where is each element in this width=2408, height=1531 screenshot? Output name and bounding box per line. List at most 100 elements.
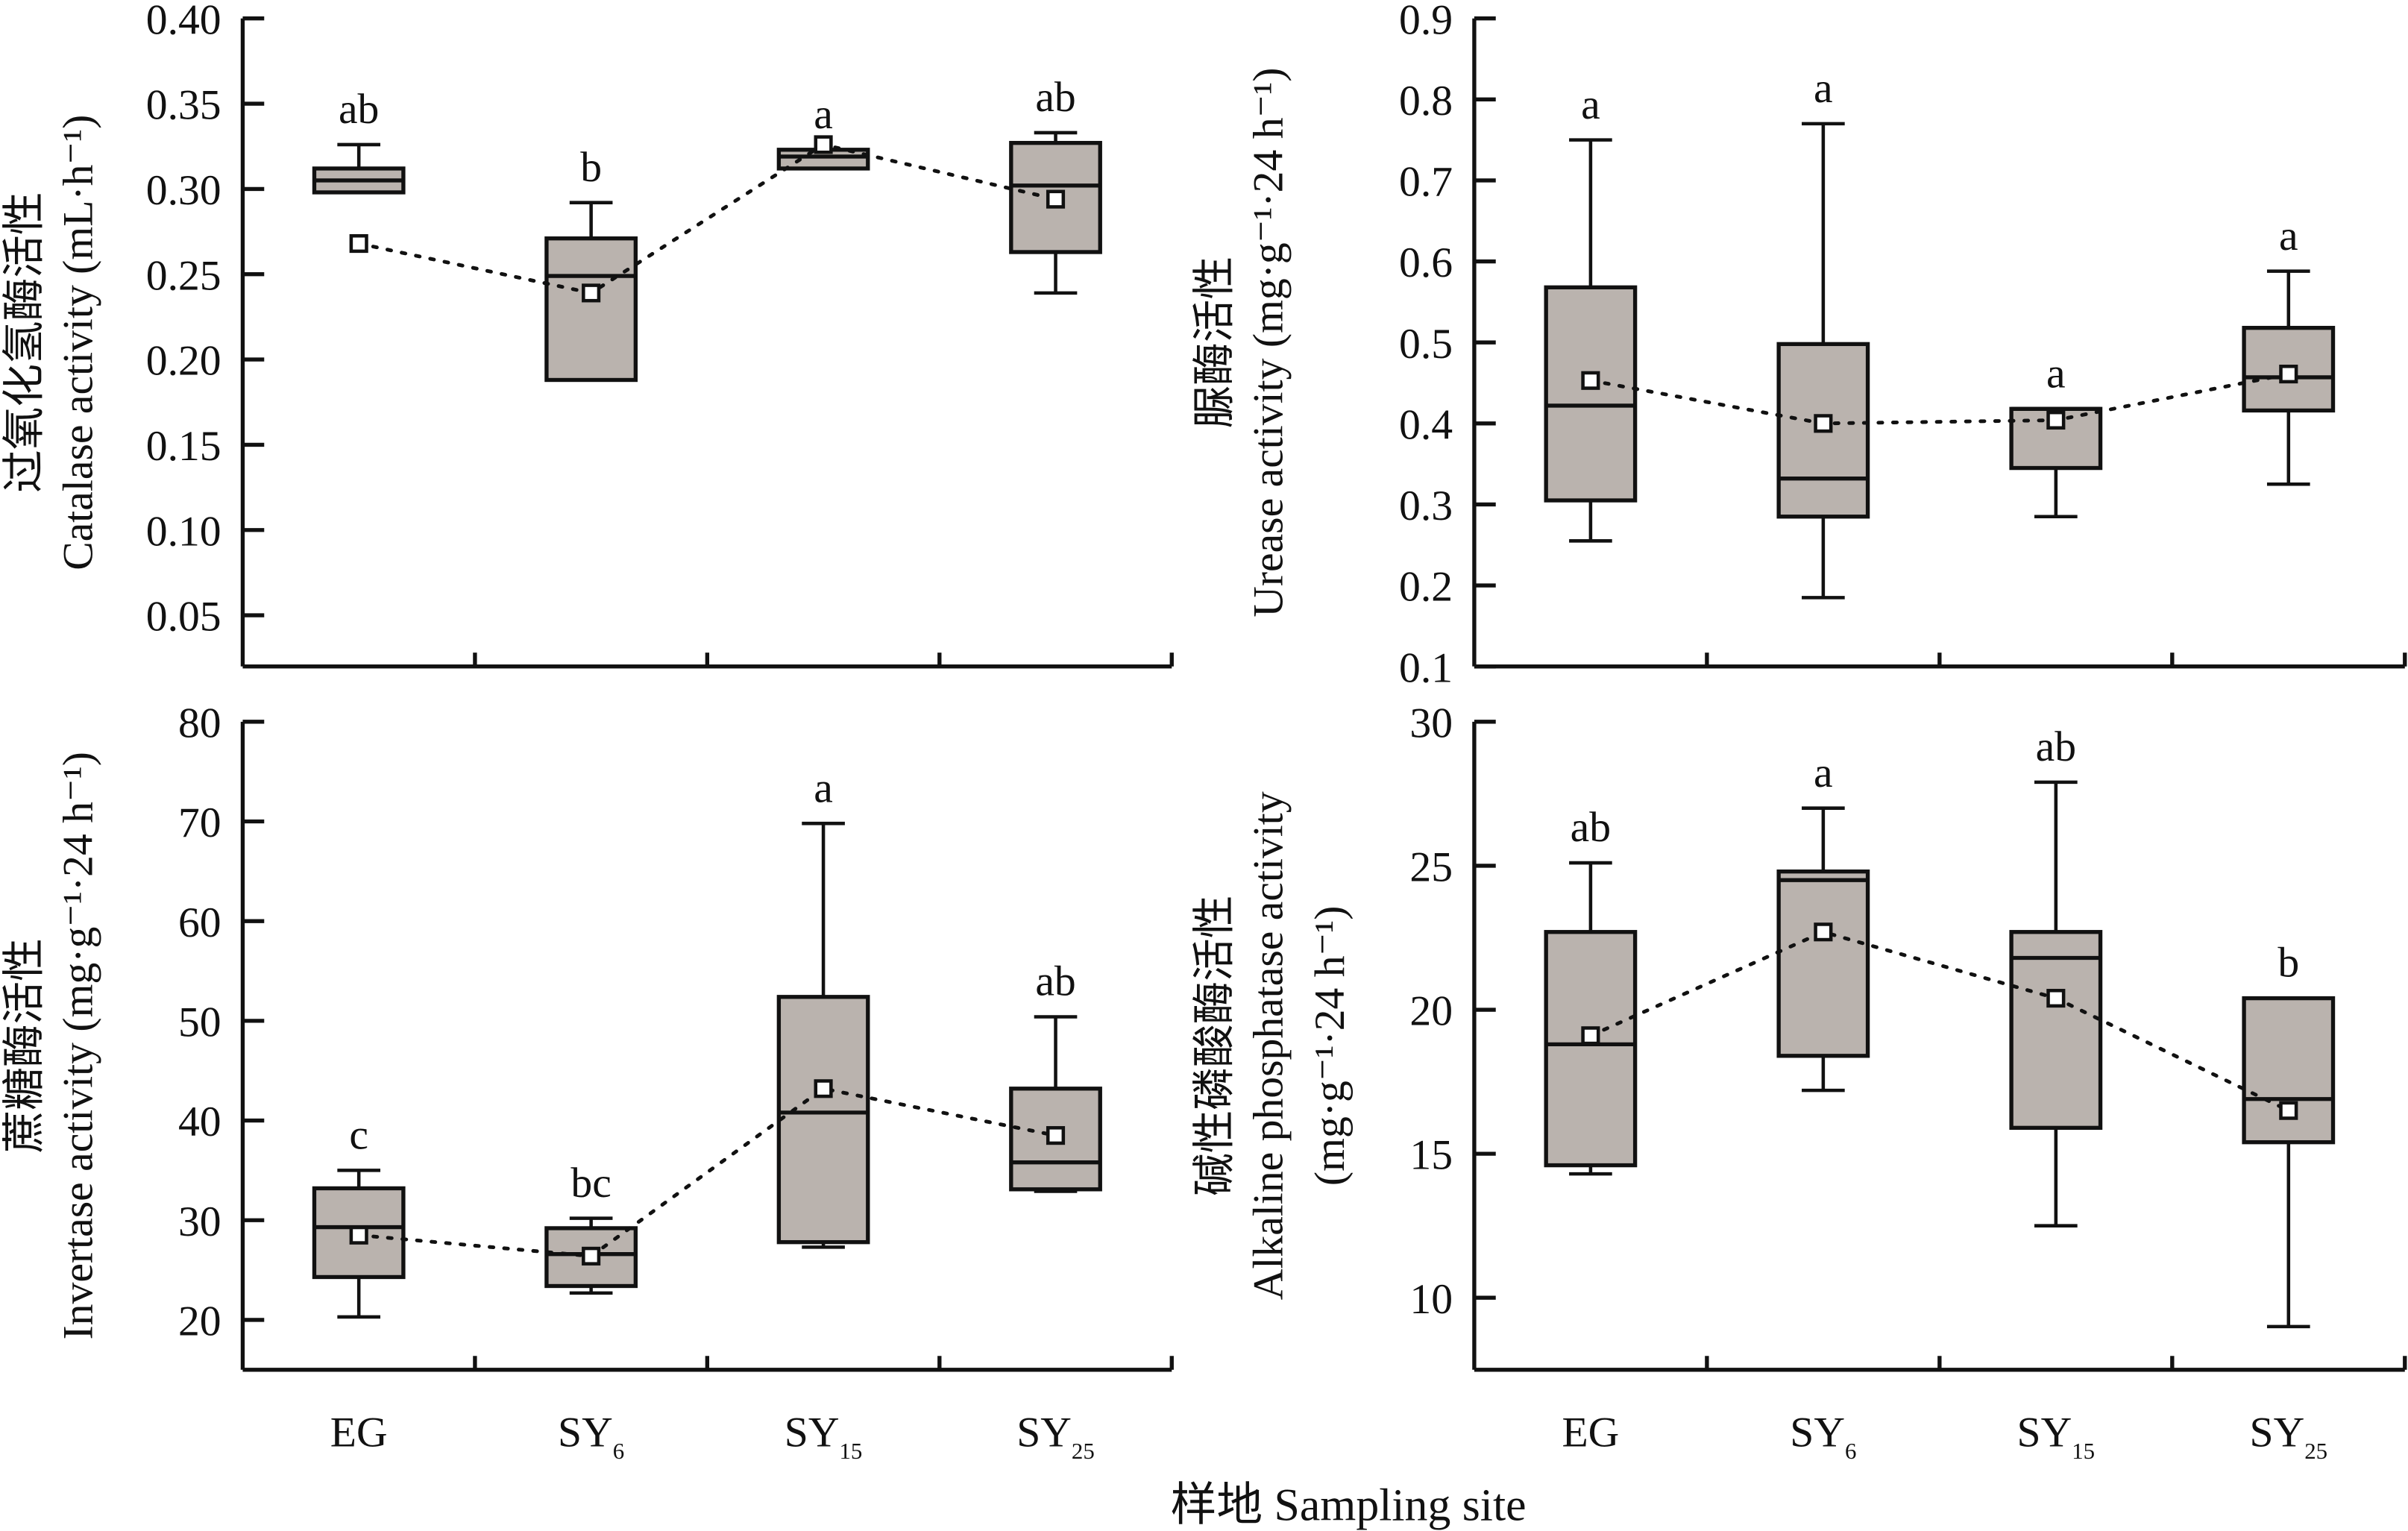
- mean-marker: [1581, 1026, 1600, 1046]
- x-tick-label: SY15: [785, 1409, 863, 1464]
- x-tick-label: SY6: [558, 1409, 624, 1464]
- y-tick-label: 70: [178, 799, 221, 846]
- significance-letter: bc: [570, 1160, 611, 1207]
- y-tick-label: 30: [1409, 700, 1453, 746]
- box-3: a: [2242, 213, 2336, 486]
- significance-letter: ab: [1571, 804, 1611, 851]
- y-tick-label: 0.6: [1399, 239, 1453, 286]
- significance-letter: a: [1814, 749, 1833, 796]
- mean-marker: [814, 135, 833, 154]
- mean-trend-line: [356, 1087, 1058, 1258]
- y-tick-label: 60: [178, 899, 221, 946]
- panel-invertase: 20 30 40 50 60 70 80 EG SY6 SY15 SY25 蔗糖酶活性 Invertas…: [1, 700, 1174, 1464]
- significance-letter: ab: [1035, 958, 1075, 1005]
- x-tick-label: EG: [330, 1409, 388, 1456]
- mean-marker: [1814, 414, 1833, 433]
- panel-urease: 0.1 0.2 0.3 0.4 0.5 0.6 0.7 0.8 0.9 脲酶活性 Urease ac…: [1191, 0, 2407, 691]
- mean-trend-line: [1588, 372, 2291, 426]
- mean-marker: [582, 1246, 601, 1266]
- significance-letter: b: [2277, 940, 2299, 987]
- mean-trend-line: [1588, 930, 2291, 1113]
- y-axis-label-cn: 脲酶活性: [1191, 257, 1238, 429]
- box-1: bc: [544, 1160, 638, 1295]
- box-iqr: [1544, 930, 1638, 1168]
- y-axis-label-cn: 过氧化氢酶活性: [1, 192, 48, 492]
- box-iqr: [2009, 930, 2103, 1131]
- mean-marker: [1046, 1126, 1066, 1145]
- y-tick-label: 10: [1409, 1276, 1453, 1323]
- y-tick-label: 0.4: [1399, 401, 1453, 448]
- box-2: a: [776, 764, 870, 1249]
- mean-marker: [349, 234, 368, 254]
- y-tick-label: 0.15: [146, 423, 221, 470]
- box-3: ab: [1009, 74, 1102, 295]
- y-tick-label: 0.05: [146, 594, 221, 641]
- x-tick-label: SY25: [1016, 1409, 1095, 1464]
- y-tick-label: 0.1: [1399, 644, 1453, 691]
- y-tick-label: 0.2: [1399, 564, 1453, 611]
- y-tick-label: 20: [1409, 988, 1453, 1035]
- significance-letter: b: [580, 144, 602, 191]
- box-3: ab: [1009, 958, 1102, 1193]
- y-tick-label: 0.9: [1399, 0, 1453, 43]
- box-1: a: [1776, 65, 1870, 600]
- significance-letter: a: [2279, 213, 2298, 260]
- mean-marker: [2046, 989, 2066, 1008]
- box-iqr: [544, 236, 638, 383]
- mean-marker: [2279, 1101, 2298, 1120]
- y-tick-label: 30: [178, 1198, 221, 1245]
- significance-letter: a: [1581, 81, 1600, 128]
- mean-marker: [1581, 371, 1600, 390]
- y-tick-label: 40: [178, 1098, 221, 1145]
- box-2: ab: [2009, 723, 2103, 1227]
- y-tick-label: 0.7: [1399, 159, 1453, 206]
- y-tick-label: 0.5: [1399, 321, 1453, 368]
- box-iqr: [1544, 285, 1638, 503]
- significance-letter: ab: [1035, 74, 1075, 121]
- significance-letter: ab: [339, 86, 379, 133]
- y-tick-label: 0.40: [146, 0, 221, 43]
- y-axis-label-cn: 碱性磷酸酶活性: [1191, 896, 1238, 1196]
- mean-marker: [582, 283, 601, 303]
- box-iqr: [544, 1226, 638, 1289]
- y-tick-label: 0.30: [146, 167, 221, 214]
- mean-marker: [1046, 189, 1066, 209]
- y-tick-label: 0.3: [1399, 482, 1453, 529]
- mean-marker: [349, 1225, 368, 1245]
- mean-trend-line: [356, 142, 1058, 295]
- box-iqr: [1776, 869, 1870, 1058]
- significance-letter: a: [2046, 350, 2066, 397]
- significance-letter: a: [814, 91, 833, 138]
- significance-letter: ab: [2036, 723, 2076, 770]
- y-tick-label: 0.10: [146, 508, 221, 555]
- y-tick-label: 0.8: [1399, 78, 1453, 125]
- mean-marker: [1814, 922, 1833, 942]
- box-iqr: [2242, 996, 2336, 1145]
- mean-marker: [2279, 364, 2298, 384]
- panel-catalase: 0.05 0.10 0.15 0.20 0.25 0.30 0.35 0.40 过氧化氢酶活性 C…: [1, 0, 1174, 669]
- box-0: ab: [1544, 804, 1638, 1176]
- x-tick-label: SY6: [1790, 1409, 1856, 1464]
- mean-marker: [814, 1079, 833, 1098]
- y-axis-label-en: Alkaline phosphatase activity: [1245, 791, 1292, 1300]
- box-0: c: [312, 1112, 406, 1319]
- significance-letter: a: [814, 764, 833, 811]
- y-tick-label: 25: [1409, 844, 1453, 891]
- y-axis-label-cn: 蔗糖酶活性: [1, 938, 48, 1153]
- y-tick-label: 50: [178, 999, 221, 1046]
- mean-marker: [2046, 410, 2066, 430]
- panel-alkaline_phosphatase: 10 15 20 25 30 EG SY6 SY15 SY25 碱性磷酸酶活性 Alkaline p…: [1191, 700, 2407, 1464]
- significance-letter: c: [349, 1112, 368, 1159]
- box-iqr: [776, 995, 870, 1245]
- y-tick-label: 0.35: [146, 82, 221, 129]
- x-tick-label: SY25: [2250, 1409, 2328, 1464]
- box-2: a: [2009, 350, 2103, 518]
- y-tick-label: 80: [178, 700, 221, 746]
- box-2: a: [776, 91, 870, 171]
- box-3: b: [2242, 940, 2336, 1329]
- y-axis-label-en: Catalase activity (mL·h⁻¹): [55, 115, 102, 570]
- significance-letter: a: [1814, 65, 1833, 112]
- box-0: a: [1544, 81, 1638, 543]
